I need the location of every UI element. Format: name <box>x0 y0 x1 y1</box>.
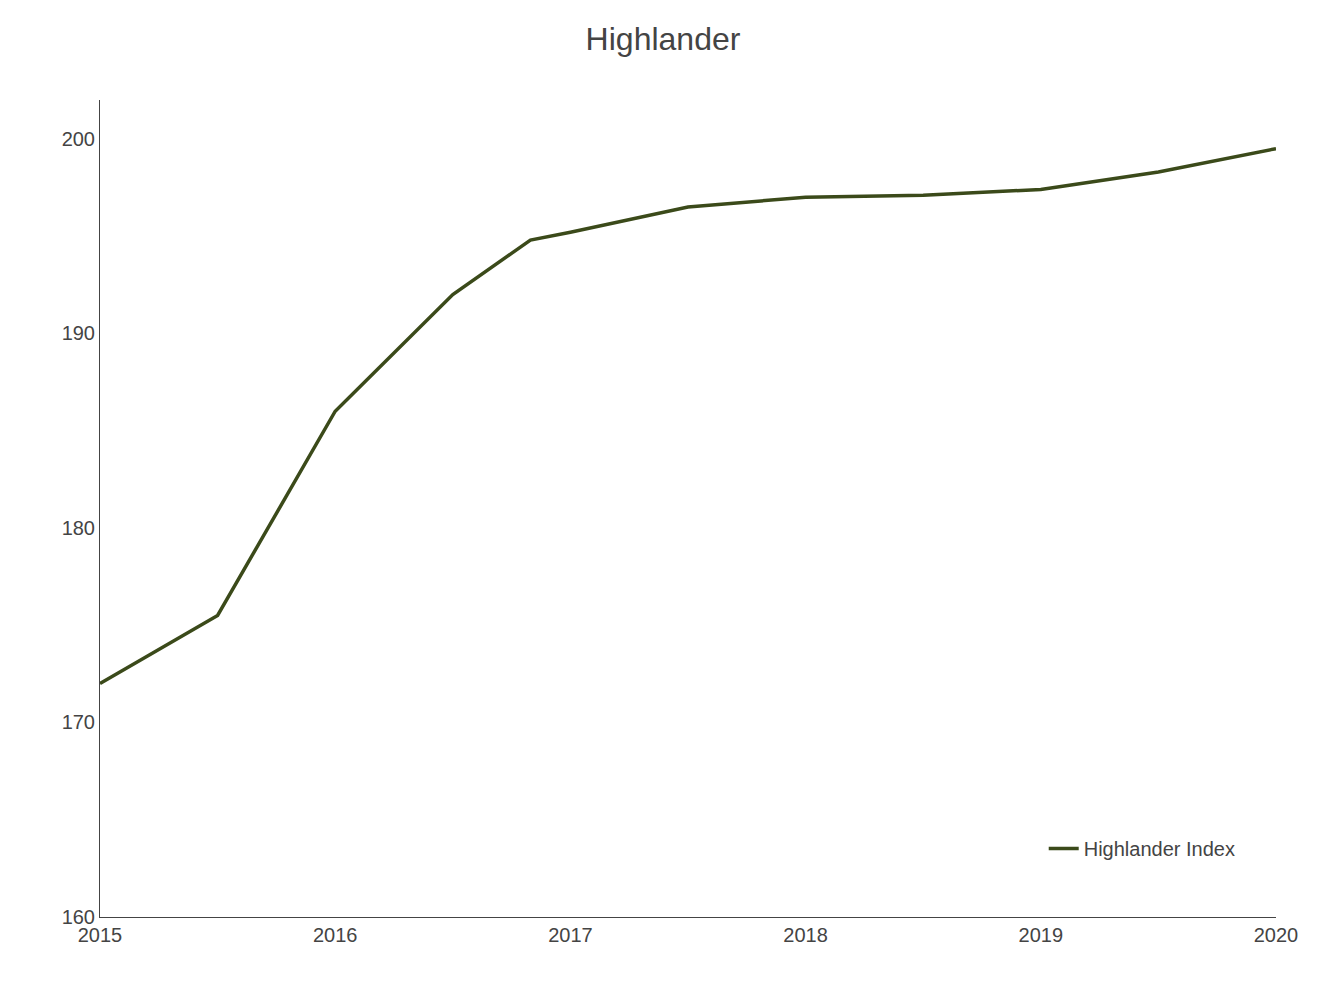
svg-text:160: 160 <box>62 906 95 928</box>
svg-text:2020: 2020 <box>1254 924 1299 946</box>
svg-text:2016: 2016 <box>313 924 358 946</box>
svg-text:190: 190 <box>62 322 95 344</box>
svg-text:2017: 2017 <box>548 924 593 946</box>
svg-text:200: 200 <box>62 128 95 150</box>
svg-text:2018: 2018 <box>783 924 828 946</box>
svg-text:2015: 2015 <box>78 924 123 946</box>
svg-text:180: 180 <box>62 517 95 539</box>
svg-text:Highlander Index: Highlander Index <box>1084 838 1235 860</box>
svg-text:Highlander: Highlander <box>586 21 741 57</box>
svg-text:170: 170 <box>62 711 95 733</box>
svg-text:2019: 2019 <box>1019 924 1064 946</box>
